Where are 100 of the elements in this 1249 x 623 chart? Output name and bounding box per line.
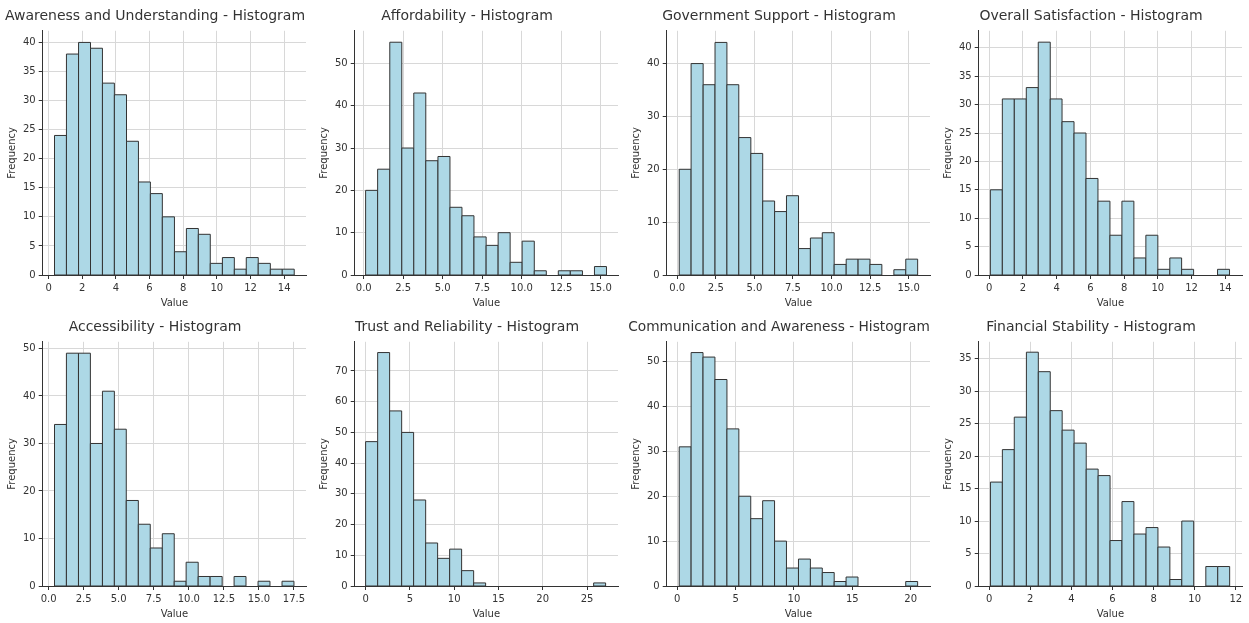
- y-axis-title: Frequency: [5, 437, 17, 490]
- x-tick-label: 15.0: [247, 592, 271, 604]
- x-tick-label: 15.0: [897, 281, 920, 293]
- x-tick-label: 4: [112, 281, 120, 293]
- x-tick-label: 15: [845, 592, 859, 604]
- y-tick-label: 30: [958, 98, 972, 110]
- y-tick-label: 20: [334, 518, 348, 530]
- y-tick-label: 30: [22, 437, 36, 449]
- y-tick-label: 50: [22, 342, 36, 354]
- y-tick-label: 20: [958, 155, 972, 167]
- x-tick-label: 0.0: [40, 592, 57, 604]
- y-axis-title: Frequency: [941, 126, 953, 179]
- x-tick-label: 10: [787, 592, 801, 604]
- y-tick-label: 20: [22, 484, 36, 496]
- x-axis-title: Value: [784, 296, 813, 308]
- y-tick-label: 5: [29, 239, 36, 251]
- x-tick-label: 10.0: [820, 281, 843, 293]
- y-tick-label: 30: [646, 110, 660, 122]
- y-tick-label: 20: [22, 152, 36, 164]
- y-axis-title: Frequency: [629, 437, 641, 490]
- y-tick-label: 0: [341, 268, 348, 280]
- y-tick-label: 10: [646, 215, 660, 227]
- y-tick-label: 20: [646, 489, 660, 501]
- x-tick-label: 0: [986, 592, 993, 604]
- x-tick-label: 12: [1185, 281, 1198, 293]
- y-tick-label: 50: [646, 355, 660, 367]
- x-tick-label: 10: [1151, 281, 1165, 293]
- y-tick-label: 35: [958, 69, 972, 81]
- x-axis-title: Value: [784, 607, 813, 619]
- chart-title: Accessibility - Histogram: [68, 318, 242, 335]
- x-tick-label: 6: [1109, 592, 1116, 604]
- y-tick-label: 0: [29, 268, 36, 280]
- x-tick-label: 7.5: [145, 592, 162, 604]
- y-tick-label: 0: [965, 268, 972, 280]
- y-tick-label: 30: [646, 444, 660, 456]
- y-tick-label: 35: [22, 65, 36, 77]
- x-tick-label: 2.5: [75, 592, 92, 604]
- x-tick-label: 5.0: [434, 281, 451, 293]
- y-tick-label: 40: [646, 400, 660, 412]
- x-tick-label: 14: [1218, 281, 1232, 293]
- x-tick-label: 0: [985, 281, 993, 293]
- y-tick-label: 10: [334, 226, 348, 238]
- y-tick-label: 40: [22, 389, 36, 401]
- x-tick-label: 2: [79, 281, 86, 293]
- x-axis-title: Value: [1096, 296, 1125, 308]
- x-tick-label: 10: [210, 281, 224, 293]
- y-axis-title: Frequency: [941, 437, 953, 490]
- chart-title: Government Support - Histogram: [662, 7, 896, 24]
- y-tick-label: 25: [958, 417, 972, 429]
- x-tick-label: 5.0: [110, 592, 127, 604]
- x-tick-label: 25: [580, 592, 594, 604]
- x-tick-label: 10.0: [177, 592, 200, 604]
- x-tick-label: 6: [1087, 281, 1094, 293]
- x-tick-label: 15: [492, 592, 505, 604]
- y-tick-label: 60: [334, 395, 348, 407]
- chart-title: Affordability - Histogram: [381, 7, 553, 24]
- y-tick-label: 20: [334, 183, 348, 195]
- x-tick-label: 10: [1188, 592, 1202, 604]
- chart-title: Financial Stability - Histogram: [986, 318, 1196, 335]
- x-tick-label: 0.0: [355, 281, 372, 293]
- x-tick-label: 14: [277, 281, 291, 293]
- y-tick-label: 25: [22, 123, 36, 135]
- x-tick-label: 10.0: [510, 281, 533, 293]
- x-tick-label: 2: [1019, 281, 1027, 293]
- y-tick-label: 50: [334, 426, 348, 438]
- y-tick-label: 10: [958, 514, 972, 526]
- y-tick-label: 0: [29, 579, 36, 591]
- y-tick-label: 30: [958, 384, 972, 396]
- y-tick-label: 15: [958, 482, 972, 494]
- x-tick-label: 12: [244, 281, 257, 293]
- x-tick-label: 12: [1229, 592, 1243, 604]
- x-tick-label: 15.0: [589, 281, 612, 293]
- x-tick-label: 5: [732, 592, 739, 604]
- y-tick-label: 5: [965, 240, 972, 252]
- y-tick-label: 35: [958, 352, 972, 364]
- chart-title: Trust and Reliability - Histogram: [353, 318, 580, 335]
- x-tick-label: 8: [1120, 281, 1128, 293]
- y-tick-label: 50: [334, 56, 348, 68]
- x-axis-title: Value: [472, 296, 501, 308]
- y-axis-title: Frequency: [5, 126, 17, 179]
- y-tick-label: 40: [646, 57, 660, 69]
- y-tick-label: 30: [334, 141, 348, 153]
- x-tick-label: 2: [1027, 592, 1034, 604]
- chart-title: Awareness and Understanding - Histogram: [4, 7, 306, 24]
- y-tick-label: 30: [22, 94, 36, 106]
- y-tick-label: 40: [334, 99, 348, 111]
- x-tick-label: 12.5: [550, 281, 573, 293]
- y-tick-label: 30: [334, 487, 348, 499]
- y-tick-label: 40: [22, 36, 36, 48]
- y-tick-label: 20: [958, 449, 972, 461]
- x-tick-label: 0: [362, 592, 369, 604]
- y-tick-label: 40: [334, 456, 348, 468]
- y-tick-label: 15: [22, 181, 36, 193]
- y-tick-label: 5: [965, 547, 972, 559]
- x-tick-label: 0: [45, 281, 52, 293]
- x-tick-label: 12.5: [212, 592, 235, 604]
- y-axis-title: Frequency: [629, 126, 641, 179]
- y-tick-label: 10: [646, 534, 660, 546]
- x-tick-label: 20: [536, 592, 550, 604]
- x-axis-title: Value: [160, 607, 189, 619]
